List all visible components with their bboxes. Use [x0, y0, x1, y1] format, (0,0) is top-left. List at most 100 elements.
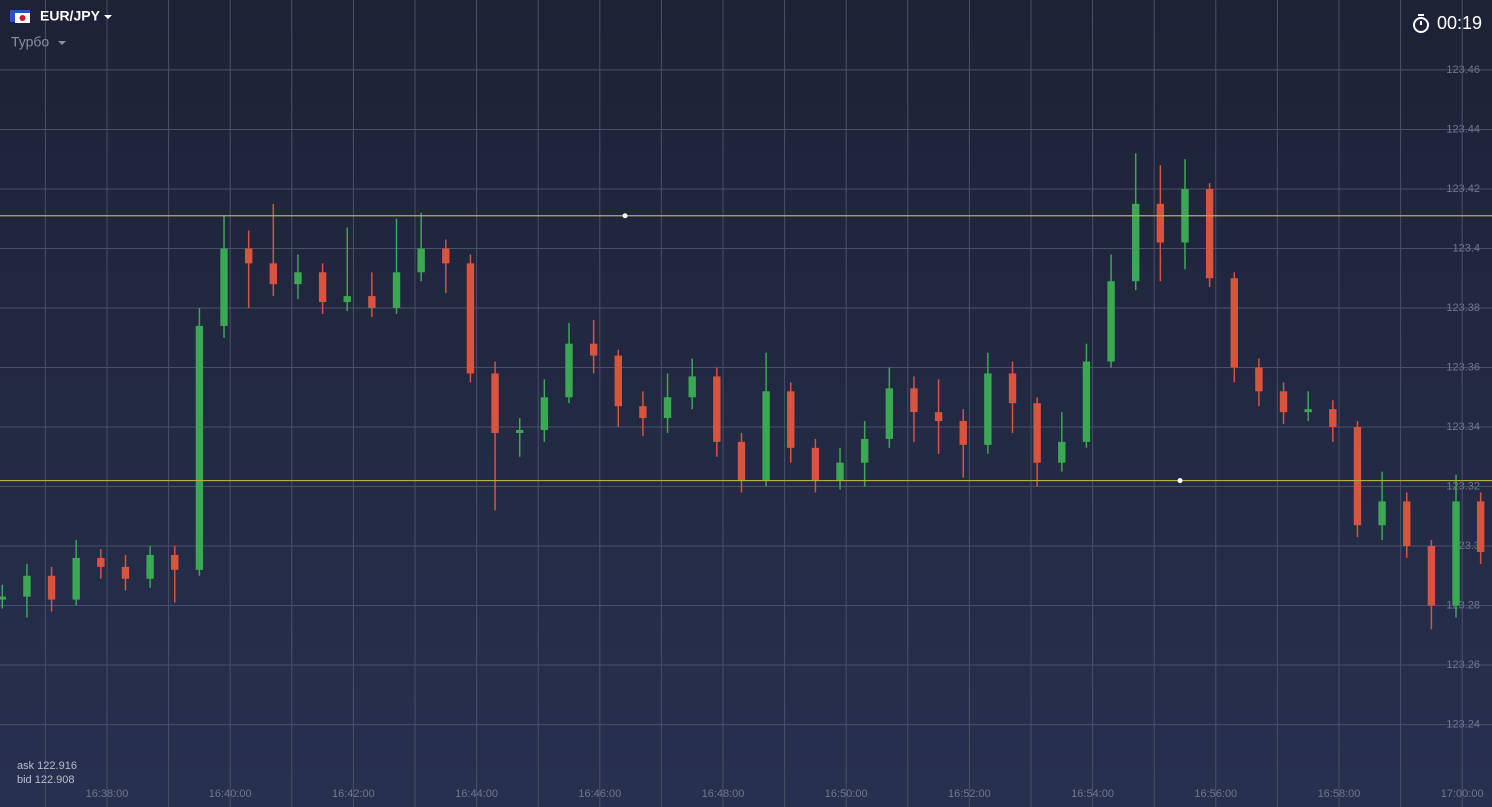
candle-body — [885, 388, 894, 439]
x-tick-label: 16:50:00 — [825, 788, 868, 800]
candle-body — [269, 263, 278, 285]
mode-selector[interactable]: Турбо — [11, 34, 66, 50]
candle-body — [417, 248, 425, 273]
y-tick-label: 123.46 — [1446, 64, 1480, 76]
x-tick-label: 16:52:00 — [948, 788, 991, 800]
candle-body — [1353, 427, 1362, 526]
candle-body — [1279, 391, 1288, 413]
x-tick-label: 16:56:00 — [1194, 788, 1237, 800]
y-tick-label: 123.34 — [1446, 421, 1480, 433]
y-tick-label: 123.28 — [1446, 599, 1480, 611]
candle-body — [343, 296, 351, 303]
x-tick-label: 16:40:00 — [209, 788, 252, 800]
candle-body — [1255, 367, 1263, 392]
candle-body — [1033, 403, 1041, 463]
y-tick-label: 123.26 — [1446, 659, 1480, 671]
marks — [0, 153, 1492, 630]
asset-selector[interactable]: EUR/JPY — [10, 8, 112, 24]
candle-body — [787, 391, 795, 448]
candle-body — [1107, 281, 1115, 362]
timer-icon — [1413, 17, 1429, 33]
y-tick-label: 123.44 — [1446, 123, 1480, 135]
y-tick-label: 123.32 — [1446, 480, 1480, 492]
x-tick-label: 16:48:00 — [702, 788, 745, 800]
y-tick-label: 123.36 — [1446, 361, 1480, 373]
candle-body — [713, 376, 721, 442]
mode[interactable]: Турбо — [11, 34, 49, 50]
x-tick-label: 16:46:00 — [578, 788, 621, 800]
timer-value: 00:19 — [1437, 13, 1482, 33]
candle-body — [1132, 203, 1140, 282]
candle-body — [860, 438, 869, 463]
candle-body — [688, 376, 696, 398]
candle-body — [220, 248, 228, 326]
candle-body — [1476, 501, 1485, 552]
bid-quote: bid 122.908 — [17, 774, 75, 786]
candle-body — [171, 554, 179, 570]
candle-body — [47, 575, 56, 600]
ask-quote: ask 122.916 — [17, 760, 77, 772]
level-marker — [1177, 478, 1183, 484]
candle-body — [368, 296, 376, 308]
candle-body — [737, 441, 746, 481]
candle-body — [1329, 409, 1337, 428]
caret — [58, 41, 66, 45]
candle-body — [72, 557, 80, 600]
candle-body — [910, 388, 918, 413]
candle-body — [663, 397, 672, 419]
candle-body — [23, 575, 31, 597]
x-tick-label: 17:00:00 — [1441, 788, 1484, 800]
candle-body — [0, 596, 6, 600]
candle-body — [811, 447, 820, 481]
x-tick-label: 16:58:00 — [1318, 788, 1361, 800]
y-tick-label: 123.38 — [1446, 302, 1480, 314]
candle-body — [516, 429, 524, 433]
candle-body — [466, 263, 475, 374]
level-marker — [622, 213, 628, 219]
candle-body — [1378, 501, 1386, 526]
candle-body — [836, 462, 844, 481]
candle-body — [959, 421, 967, 445]
candle-body — [614, 355, 622, 407]
candle-body — [1452, 501, 1460, 606]
candle-body — [392, 272, 401, 308]
candle-body — [491, 373, 499, 433]
flag — [19, 15, 26, 21]
candle-body — [1058, 441, 1066, 463]
candle-body — [639, 406, 647, 419]
candle-body — [244, 248, 253, 264]
candle-body — [294, 272, 302, 285]
candle-body — [146, 554, 154, 579]
candle-body — [565, 343, 573, 398]
x-tick-label: 16:38:00 — [86, 788, 129, 800]
candle-body — [762, 391, 770, 481]
candle-body — [121, 566, 130, 579]
x-tick-label: 16:44:00 — [455, 788, 498, 800]
candle-body — [1403, 501, 1411, 547]
candle-body — [1156, 203, 1165, 243]
candle-body — [934, 412, 943, 422]
candle-body — [1082, 361, 1091, 442]
candle-body — [1008, 373, 1017, 404]
x-tick-label: 16:42:00 — [332, 788, 375, 800]
candle-body — [97, 557, 105, 567]
candle-body — [1427, 546, 1436, 606]
candle-body — [1304, 409, 1312, 413]
candle-body — [1205, 188, 1214, 279]
candle-body — [984, 373, 992, 445]
y-tick-label: 123.24 — [1446, 718, 1480, 730]
candle-body — [1230, 278, 1238, 368]
candle-body — [318, 272, 327, 303]
caret — [104, 15, 112, 19]
candle-body — [540, 397, 549, 430]
x-tick-label: 16:54:00 — [1071, 788, 1114, 800]
candle-body — [589, 343, 598, 356]
candle-body — [195, 325, 204, 570]
candle-body — [442, 248, 450, 264]
asset-pair[interactable]: EUR/JPY — [40, 8, 101, 24]
y-tick-label: 123.42 — [1446, 183, 1480, 195]
y-tick-label: 123.4 — [1452, 242, 1480, 254]
